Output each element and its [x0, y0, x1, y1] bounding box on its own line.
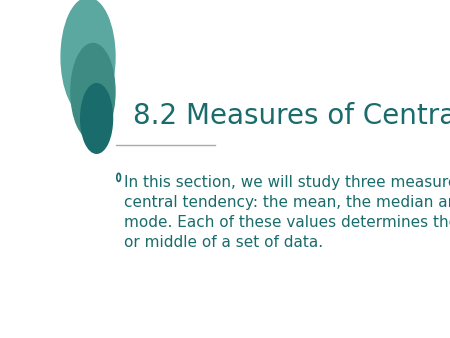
Circle shape	[71, 44, 115, 140]
Text: or middle of a set of data.: or middle of a set of data.	[124, 235, 323, 250]
Text: mode. Each of these values determines the “center”: mode. Each of these values determines th…	[124, 215, 450, 230]
Text: central tendency: the mean, the median and the: central tendency: the mean, the median a…	[124, 195, 450, 210]
Circle shape	[81, 84, 112, 153]
Text: 8.2 Measures of Central Tendency: 8.2 Measures of Central Tendency	[133, 102, 450, 130]
Circle shape	[61, 0, 115, 116]
Text: In this section, we will study three measures of: In this section, we will study three mea…	[124, 175, 450, 190]
